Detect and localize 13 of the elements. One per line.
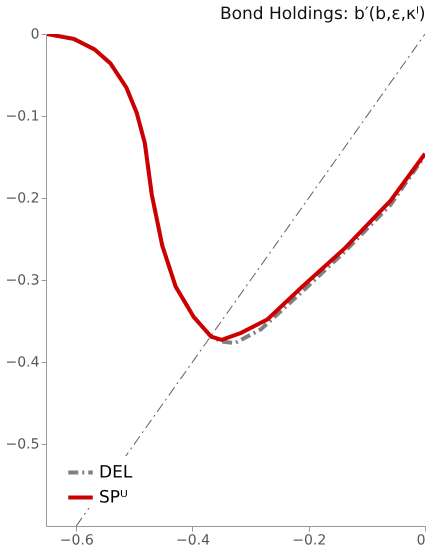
y-tick-label: −0.3: [6, 272, 40, 288]
legend-label: SPᵁ: [99, 488, 128, 508]
y-tick-label: 0: [30, 26, 40, 42]
chart-title: Bond Holdings: b′(b,ε,κˡ): [220, 4, 426, 24]
legend-label: DEL: [99, 462, 133, 482]
x-tick-label: 0: [416, 532, 426, 548]
x-tick-label: −0.4: [176, 532, 210, 548]
y-tick-label: −0.2: [6, 190, 40, 206]
y-tick-label: −0.5: [6, 436, 40, 452]
y-tick-label: −0.4: [6, 354, 40, 370]
x-tick-label: −0.2: [292, 532, 326, 548]
y-tick-label: −0.1: [6, 108, 40, 124]
x-tick-label: −0.6: [60, 532, 94, 548]
